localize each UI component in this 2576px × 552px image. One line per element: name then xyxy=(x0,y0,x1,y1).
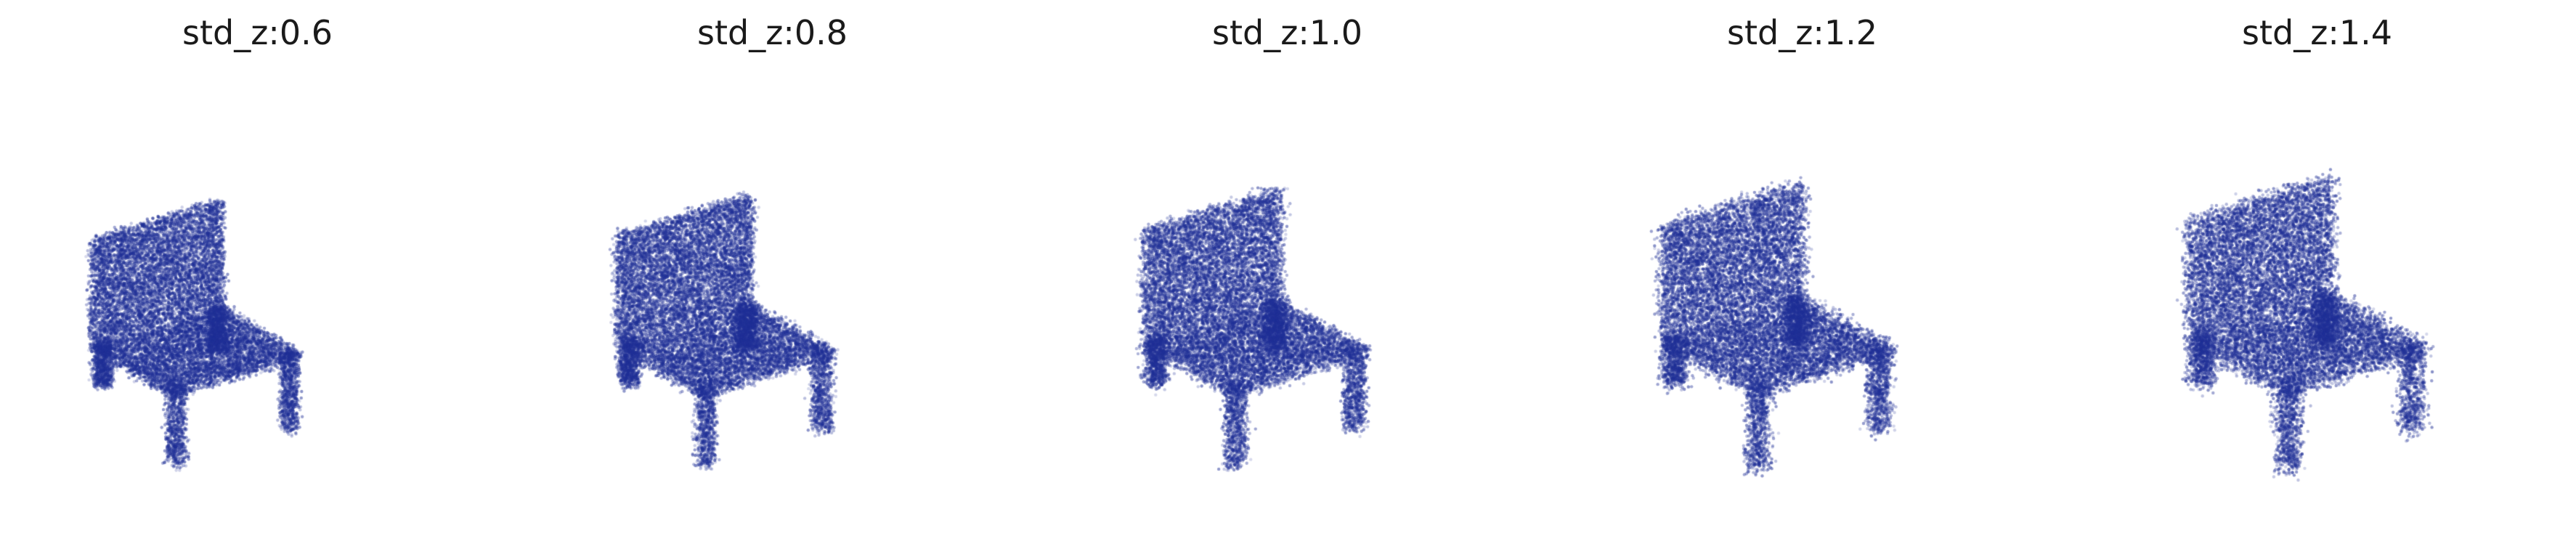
chair-point-cloud xyxy=(515,65,1030,516)
panel-std-z-1-4: std_z:1.4 xyxy=(2060,0,2575,552)
panel-std-z-1-0: std_z:1.0 xyxy=(1030,0,1545,552)
panel-title: std_z:1.0 xyxy=(1212,13,1362,52)
panel-std-z-0-6: std_z:0.6 xyxy=(0,0,515,552)
chair-point-cloud xyxy=(1545,65,2060,516)
chair-point-cloud xyxy=(0,65,515,516)
panel-title: std_z:1.2 xyxy=(1727,13,1877,52)
panel-std-z-1-2: std_z:1.2 xyxy=(1545,0,2060,552)
panel-title: std_z:0.6 xyxy=(182,13,333,52)
panel-title: std_z:0.8 xyxy=(697,13,848,52)
chair-point-cloud xyxy=(1030,65,1545,516)
panel-title: std_z:1.4 xyxy=(2242,13,2392,52)
chair-point-cloud xyxy=(2060,65,2575,516)
panel-std-z-0-8: std_z:0.8 xyxy=(515,0,1030,552)
